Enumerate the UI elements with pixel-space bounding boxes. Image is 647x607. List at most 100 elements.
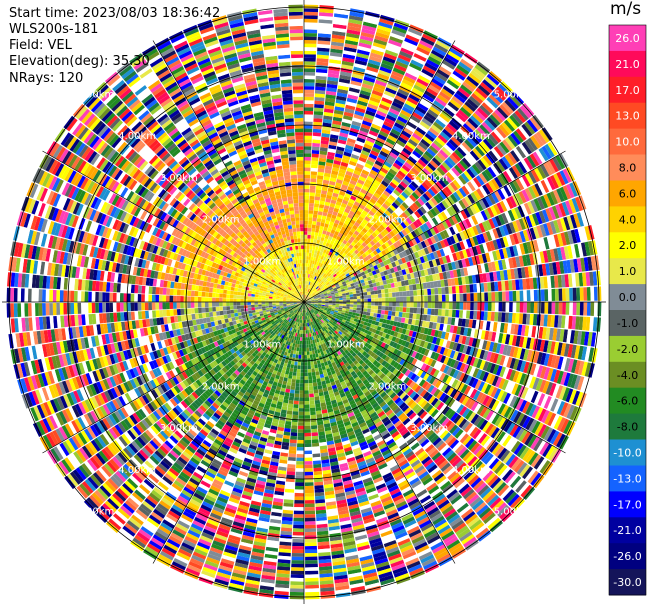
- ppi-gate: [310, 235, 315, 239]
- ppi-gate: [537, 289, 542, 301]
- ppi-gate: [412, 56, 426, 65]
- ppi-gate: [313, 460, 321, 465]
- ppi-gate: [523, 157, 534, 171]
- ppi-gate: [541, 327, 547, 340]
- ppi-gate: [353, 66, 366, 73]
- ppi-gate: [310, 178, 317, 183]
- ppi-gate: [386, 46, 400, 54]
- ppi-gate: [590, 332, 597, 347]
- ppi-gate: [370, 93, 382, 101]
- ppi-gate: [408, 118, 419, 127]
- ppi-gate: [437, 134, 448, 144]
- ppi-gate: [427, 268, 432, 275]
- ppi-gate: [359, 249, 365, 255]
- ppi-gate: [324, 305, 329, 308]
- ppi-gate: [527, 186, 537, 199]
- ppi-gate: [304, 142, 312, 147]
- ppi-gate: [401, 340, 407, 347]
- ppi-gate: [376, 263, 382, 269]
- ppi-gate: [308, 375, 313, 380]
- ppi-gate: [333, 259, 338, 264]
- ppi-gate: [435, 181, 444, 190]
- ppi-gate: [484, 384, 492, 395]
- ppi-gate: [347, 313, 352, 318]
- ppi-gate: [453, 114, 465, 126]
- ppi-gate: [342, 317, 347, 321]
- ppi-gate: [376, 313, 381, 318]
- ppi-gate: [304, 22, 318, 27]
- ppi-gate: [336, 178, 343, 184]
- ppi-gate: [466, 310, 471, 319]
- ppi-gate: [427, 210, 435, 219]
- ppi-gate: [459, 144, 470, 155]
- ppi-gate: [382, 56, 396, 64]
- ppi-gate: [467, 152, 477, 164]
- ppi-gate: [404, 37, 419, 46]
- ppi-gate: [365, 191, 373, 198]
- ppi-gate: [447, 101, 460, 112]
- ppi-gate: [487, 194, 496, 205]
- ppi-gate: [330, 134, 339, 140]
- ppi-gate: [325, 242, 330, 247]
- ppi-gate: [327, 316, 332, 320]
- ppi-gate: [373, 192, 381, 199]
- ppi-gate: [561, 201, 570, 216]
- ppi-gate: [418, 333, 424, 340]
- ppi-gate: [463, 170, 473, 181]
- ppi-gate: [314, 235, 318, 240]
- ppi-gate: [356, 241, 362, 247]
- ppi-gate: [424, 133, 435, 142]
- ppi-gate: [311, 292, 315, 295]
- ppi-gate: [495, 238, 503, 249]
- ppi-gate: [464, 155, 474, 166]
- ppi-gate: [338, 291, 343, 295]
- ppi-gate: [310, 304, 314, 307]
- ppi-gate: [429, 52, 443, 63]
- ppi-gate: [437, 316, 442, 323]
- ppi-gate: [330, 130, 340, 136]
- ppi-gate: [394, 337, 400, 344]
- ppi-gate: [434, 302, 439, 309]
- ppi-gate: [354, 110, 365, 117]
- ppi-gate: [304, 252, 307, 256]
- ppi-gate: [381, 302, 386, 306]
- ppi-gate: [304, 36, 317, 41]
- ppi-gate: [576, 302, 581, 316]
- ppi-gate: [333, 287, 337, 291]
- ppi-gate: [325, 165, 333, 171]
- ppi-gate: [356, 257, 362, 263]
- ppi-gate: [341, 121, 351, 128]
- ppi-gate: [367, 103, 378, 110]
- ppi-gate: [550, 275, 555, 288]
- ppi-gate: [350, 176, 359, 183]
- ppi-gate: [377, 340, 383, 346]
- ppi-gate: [448, 217, 456, 226]
- ppi-gate: [335, 316, 340, 320]
- ppi-gate: [305, 270, 308, 274]
- ppi-gate: [366, 136, 376, 144]
- ppi-gate: [317, 258, 321, 263]
- ppi-gate: [331, 277, 336, 282]
- ppi-gate: [304, 358, 308, 363]
- ppi-gate: [338, 309, 343, 312]
- ppi-gate: [587, 256, 593, 271]
- ppi-gate: [482, 232, 489, 243]
- ppi-gate: [423, 327, 429, 335]
- ppi-gate: [345, 39, 359, 46]
- ppi-gate: [308, 252, 312, 257]
- ppi-gate: [307, 288, 309, 293]
- ppi-gate: [386, 339, 392, 345]
- ppi-gate: [315, 290, 319, 294]
- ppi-gate: [458, 175, 467, 185]
- ppi-gate: [378, 305, 382, 310]
- ppi-gate: [435, 72, 448, 82]
- ppi-gate: [321, 287, 325, 291]
- ppi-gate: [529, 277, 534, 290]
- ppi-gate: [489, 240, 496, 251]
- ppi-gate: [336, 248, 342, 254]
- ppi-gate: [369, 169, 378, 176]
- ppi-gate: [529, 227, 537, 240]
- ppi-gate: [429, 159, 439, 169]
- ppi-gate: [392, 306, 396, 312]
- ppi-gate: [521, 189, 530, 202]
